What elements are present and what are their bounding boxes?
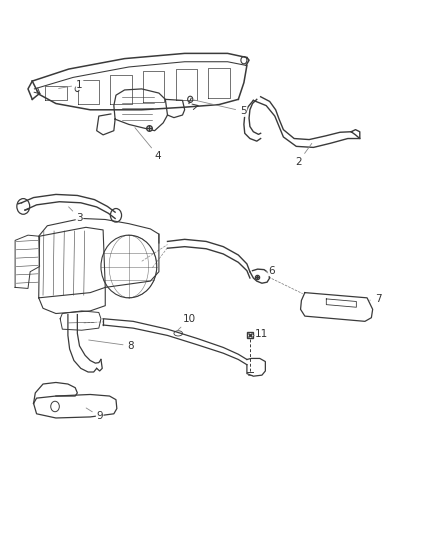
Text: 11: 11 [253, 329, 268, 340]
Text: 8: 8 [88, 340, 134, 351]
Text: 4: 4 [135, 127, 161, 161]
Text: 6: 6 [266, 265, 275, 276]
Text: 5: 5 [194, 100, 247, 116]
Text: 1: 1 [59, 80, 83, 90]
Text: 9: 9 [86, 408, 103, 422]
Text: 7: 7 [370, 294, 381, 304]
Text: 3: 3 [69, 207, 83, 223]
Text: 10: 10 [178, 314, 196, 330]
Text: 2: 2 [295, 143, 312, 167]
